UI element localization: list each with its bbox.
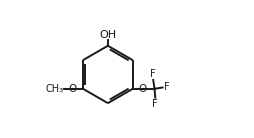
Text: CH₃: CH₃	[45, 84, 63, 94]
Text: O: O	[69, 84, 77, 94]
Text: OH: OH	[99, 30, 116, 40]
Text: O: O	[139, 84, 147, 94]
Text: F: F	[164, 83, 169, 92]
Text: F: F	[152, 99, 158, 109]
Text: F: F	[150, 69, 156, 79]
